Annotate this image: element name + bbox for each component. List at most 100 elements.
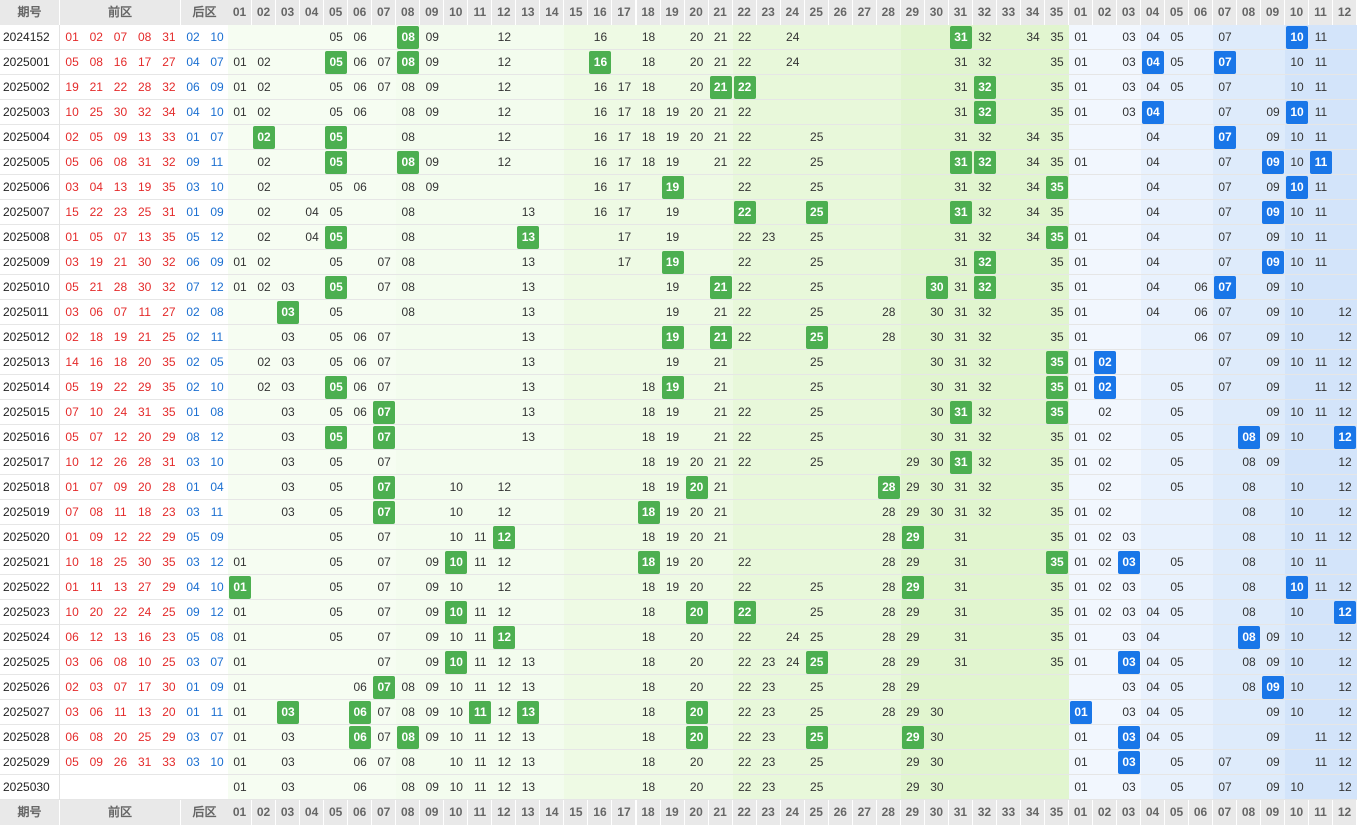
front-trend-number: 09 <box>425 605 439 619</box>
front-hit-ball: 32 <box>973 276 996 299</box>
draw-front-number: 03 <box>89 680 103 694</box>
front-trend-number: 31 <box>954 430 968 444</box>
front-trend-number: 23 <box>761 780 776 794</box>
issue-number: 2025023 <box>0 600 60 625</box>
back-trend-number: 07 <box>1218 155 1232 169</box>
draw-front-number: 13 <box>138 230 152 244</box>
front-trend-number: 01 <box>233 630 247 644</box>
issue-number: 2025028 <box>0 725 60 750</box>
draw-front-number: 10 <box>89 405 103 419</box>
front-hit-ball: 21 <box>709 326 732 349</box>
header-back-num: 10 <box>1285 800 1309 825</box>
front-trend-number: 24 <box>786 630 800 644</box>
draw-back-number: 10 <box>210 580 224 594</box>
front-hit-ball: 35 <box>1046 376 1069 399</box>
back-trend-number: 07 <box>1218 180 1232 194</box>
draw-front-number: 06 <box>89 305 103 319</box>
front-zone-stripe <box>780 25 806 800</box>
front-trend-number: 10 <box>449 505 463 519</box>
back-trend-number: 01 <box>1074 155 1088 169</box>
back-trend-number: 12 <box>1338 505 1352 519</box>
header-back-num: 07 <box>1213 0 1237 25</box>
front-trend-number: 30 <box>930 730 944 744</box>
back-trend-number: 04 <box>1146 255 1160 269</box>
draw-front-number: 25 <box>162 655 176 669</box>
back-trend-number: 08 <box>1242 680 1256 694</box>
back-trend-number: 04 <box>1146 730 1160 744</box>
header-front-num: 07 <box>372 800 397 825</box>
back-trend-number: 11 <box>1314 255 1328 269</box>
front-trend-number: 23 <box>761 230 776 244</box>
back-trend-number: 10 <box>1290 280 1304 294</box>
front-hit-ball: 06 <box>349 701 372 724</box>
front-trend-number: 28 <box>882 705 896 719</box>
front-trend-number: 19 <box>665 530 680 544</box>
front-trend-number: 07 <box>377 55 391 69</box>
header-back-num: 06 <box>1189 800 1213 825</box>
front-trend-number: 03 <box>281 330 295 344</box>
back-trend-number: 05 <box>1170 755 1184 769</box>
header-front-num: 18 <box>636 800 661 825</box>
back-trend-number: 07 <box>1218 355 1232 369</box>
back-trend-number: 08 <box>1242 655 1256 669</box>
back-trend-number: 09 <box>1266 380 1280 394</box>
front-trend-number: 08 <box>401 680 415 694</box>
back-trend-number: 10 <box>1290 330 1304 344</box>
front-trend-number: 13 <box>521 655 536 669</box>
front-trend-number: 28 <box>882 580 896 594</box>
back-trend-number: 05 <box>1170 480 1184 494</box>
back-trend-number: 01 <box>1074 105 1088 119</box>
back-trend-number: 11 <box>1314 355 1328 369</box>
front-trend-number: 07 <box>377 705 391 719</box>
front-trend-number: 35 <box>1050 605 1064 619</box>
front-trend-number: 07 <box>377 730 391 744</box>
front-trend-number: 08 <box>401 780 415 794</box>
back-trend-number: 10 <box>1290 630 1304 644</box>
back-trend-number: 07 <box>1218 105 1232 119</box>
draw-front-number: 01 <box>65 480 79 494</box>
front-trend-number: 25 <box>810 705 824 719</box>
front-trend-number: 01 <box>233 755 247 769</box>
front-trend-number: 07 <box>377 330 391 344</box>
front-trend-number: 21 <box>713 55 728 69</box>
header-front-num: 27 <box>852 0 877 25</box>
row-divider <box>0 424 1357 425</box>
header-front-num: 23 <box>756 800 781 825</box>
draw-front-number: 10 <box>65 455 79 469</box>
draw-front-number: 20 <box>162 705 176 719</box>
front-trend-number: 30 <box>930 705 944 719</box>
front-trend-number: 20 <box>689 555 704 569</box>
draw-back-number: 09 <box>186 605 200 619</box>
front-trend-number: 18 <box>641 455 656 469</box>
back-trend-number: 04 <box>1146 205 1160 219</box>
front-trend-number: 35 <box>1050 30 1064 44</box>
draw-front-number: 08 <box>113 155 128 169</box>
front-hit-ball: 19 <box>661 251 684 274</box>
row-divider <box>0 99 1357 100</box>
front-trend-number: 07 <box>377 380 391 394</box>
back-trend-number: 10 <box>1290 430 1304 444</box>
header-front-num: 29 <box>900 800 925 825</box>
draw-front-number: 25 <box>89 105 103 119</box>
header-front-num: 25 <box>804 800 829 825</box>
draw-back-number: 01 <box>186 480 200 494</box>
draw-back-number: 04 <box>186 105 200 119</box>
draw-front-number: 05 <box>89 230 103 244</box>
issue-number: 2025025 <box>0 650 60 675</box>
front-trend-number: 05 <box>329 180 343 194</box>
draw-back-number: 06 <box>186 255 200 269</box>
front-zone-stripe <box>900 25 926 800</box>
front-trend-number: 25 <box>810 580 824 594</box>
front-trend-number: 25 <box>810 305 824 319</box>
header-front-num: 30 <box>924 0 949 25</box>
back-trend-number: 07 <box>1218 755 1232 769</box>
front-trend-number: 11 <box>474 605 487 619</box>
front-trend-number: 31 <box>954 180 968 194</box>
back-trend-number: 03 <box>1122 530 1136 544</box>
draw-front-number: 35 <box>162 405 176 419</box>
front-trend-number: 12 <box>497 580 512 594</box>
front-trend-number: 18 <box>641 480 656 494</box>
front-trend-number: 07 <box>377 605 391 619</box>
header-front-num: 20 <box>684 0 709 25</box>
front-trend-number: 02 <box>257 105 271 119</box>
